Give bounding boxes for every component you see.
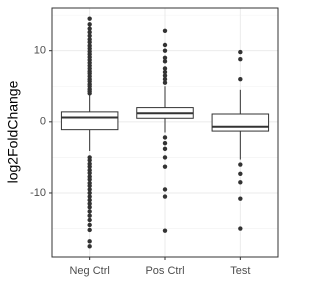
outlier [162, 155, 168, 160]
outlier [87, 158, 92, 163]
outlier [162, 80, 168, 85]
outlier [162, 59, 168, 64]
outlier [87, 209, 92, 214]
outlier [87, 29, 92, 35]
outlier [162, 194, 168, 199]
outlier [87, 205, 92, 210]
outlier [238, 180, 243, 185]
outlier [162, 73, 168, 78]
outlier [238, 76, 243, 82]
box [60, 111, 119, 131]
outlier [238, 196, 243, 201]
outlier [87, 177, 92, 182]
outlier [162, 55, 168, 60]
outlier [162, 146, 168, 152]
x-tick-label: Pos Ctrl [145, 265, 184, 277]
outlier [87, 217, 92, 223]
outlier [87, 170, 92, 176]
outlier [238, 162, 243, 167]
outlier [162, 140, 168, 146]
panel-border [51, 7, 279, 258]
outlier [87, 213, 92, 218]
outlier [162, 187, 168, 192]
outlier [87, 33, 92, 38]
outlier [162, 164, 168, 169]
outlier [87, 227, 92, 233]
y-tick-label: 10 [34, 45, 46, 57]
outlier [87, 37, 92, 42]
outlier [162, 42, 168, 48]
outlier [87, 16, 92, 21]
outlier [162, 135, 168, 140]
outlier [87, 222, 92, 228]
outlier [238, 171, 243, 176]
outlier [162, 76, 168, 82]
outlier [162, 48, 168, 53]
outlier [87, 164, 92, 169]
box [211, 113, 270, 132]
outlier [238, 226, 243, 231]
x-tick-label: Neg Ctrl [69, 265, 109, 277]
outlier [87, 187, 92, 192]
outlier [238, 57, 243, 62]
outlier [87, 43, 92, 48]
outlier [87, 197, 92, 203]
outlier [162, 28, 168, 33]
outlier [87, 194, 92, 199]
outlier [87, 239, 92, 244]
outlier [162, 228, 168, 233]
outlier [87, 201, 92, 206]
x-tick-label: Test [230, 265, 250, 277]
outlier [87, 244, 92, 249]
y-tick-label: -10 [30, 187, 46, 199]
outlier [162, 66, 168, 71]
chart: log2FoldChange -10 0 10 Neg Ctrl Pos Ctrl Tes… [5, 7, 279, 277]
outlier [87, 190, 92, 196]
outlier [238, 49, 243, 55]
outlier [87, 26, 92, 31]
outlier [162, 69, 168, 75]
y-tick-label: 0 [40, 116, 46, 128]
y-axis-label: log2FoldChange [5, 80, 21, 183]
outlier [87, 22, 92, 27]
outlier [87, 183, 92, 189]
